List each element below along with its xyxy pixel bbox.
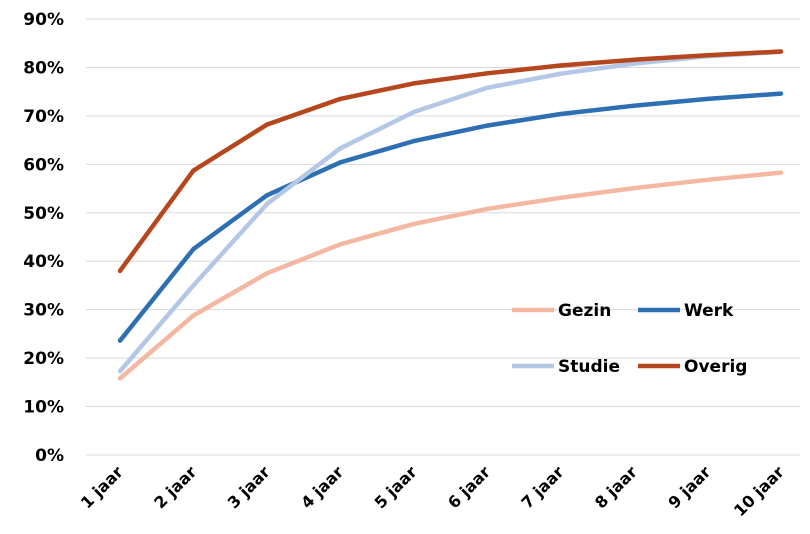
data-point xyxy=(631,57,637,62)
data-point xyxy=(705,96,710,102)
data-point xyxy=(631,103,637,108)
gridlines xyxy=(86,18,800,456)
x-tick-label: 8 jaar xyxy=(591,462,641,512)
data-point xyxy=(558,63,563,68)
legend-label: Studie xyxy=(558,357,620,377)
y-tick-label: 20% xyxy=(23,349,64,369)
data-point xyxy=(338,146,343,151)
series-line-gezin xyxy=(118,170,782,381)
data-point xyxy=(338,160,343,165)
series-line-studie xyxy=(118,49,782,373)
data-point xyxy=(558,71,563,76)
data-point xyxy=(485,85,490,90)
data-point xyxy=(264,122,270,127)
x-tick-label: 4 jaar xyxy=(297,462,347,512)
y-tick-label: 60% xyxy=(23,155,64,175)
data-point xyxy=(778,91,784,96)
data-point xyxy=(778,49,784,54)
y-axis-tick-labels: 0% 10% 20% 30% 40% 50% 60% 70% 80% 90% xyxy=(23,10,64,466)
x-tick-label: 2 jaar xyxy=(150,462,200,512)
data-point xyxy=(264,271,270,276)
data-point xyxy=(191,283,196,288)
data-point xyxy=(485,206,490,212)
legend: Gezin Werk Studie Overig xyxy=(512,301,747,377)
data-point xyxy=(705,53,710,58)
data-point xyxy=(778,170,784,175)
data-point xyxy=(411,81,416,86)
data-point xyxy=(117,268,123,274)
legend-label: Gezin xyxy=(558,301,611,321)
data-point xyxy=(631,61,637,66)
series-lines xyxy=(117,49,784,381)
y-tick-label: 0% xyxy=(35,446,64,466)
data-point xyxy=(117,376,123,381)
data-point xyxy=(191,313,196,318)
x-tick-label: 7 jaar xyxy=(518,462,568,512)
y-tick-label: 30% xyxy=(23,301,64,321)
x-tick-label: 6 jaar xyxy=(444,462,494,512)
x-tick-label: 1 jaar xyxy=(77,462,127,512)
y-tick-label: 80% xyxy=(23,58,64,78)
data-point xyxy=(264,193,270,198)
data-point xyxy=(117,338,123,343)
data-point xyxy=(705,177,710,183)
data-point xyxy=(411,138,416,144)
data-point xyxy=(631,185,637,191)
data-point xyxy=(411,109,416,115)
data-point xyxy=(191,168,196,173)
y-tick-label: 40% xyxy=(23,252,64,272)
data-point xyxy=(117,368,123,374)
legend-label: Overig xyxy=(684,357,747,377)
data-point xyxy=(558,195,563,200)
y-tick-label: 90% xyxy=(23,10,64,30)
legend-label: Werk xyxy=(684,301,734,321)
x-tick-label: 5 jaar xyxy=(371,462,421,512)
series-line-werk xyxy=(118,91,782,343)
y-tick-label: 50% xyxy=(23,204,64,224)
data-point xyxy=(264,201,270,207)
series-line-overig xyxy=(118,49,782,273)
data-point xyxy=(485,71,490,76)
data-point xyxy=(338,242,343,247)
y-tick-label: 10% xyxy=(23,398,64,418)
data-point xyxy=(411,221,416,227)
x-axis-tick-labels: 1 jaar 2 jaar 3 jaar 4 jaar 5 jaar 6 jaar 7 ja… xyxy=(77,462,788,520)
data-point xyxy=(485,123,490,128)
y-tick-label: 70% xyxy=(23,107,64,127)
x-tick-label: 9 jaar xyxy=(664,462,714,512)
data-point xyxy=(558,111,563,117)
x-tick-label: 10 jaar xyxy=(730,462,788,520)
data-point xyxy=(338,96,343,102)
x-tick-label: 3 jaar xyxy=(224,462,274,512)
data-point xyxy=(191,246,196,252)
